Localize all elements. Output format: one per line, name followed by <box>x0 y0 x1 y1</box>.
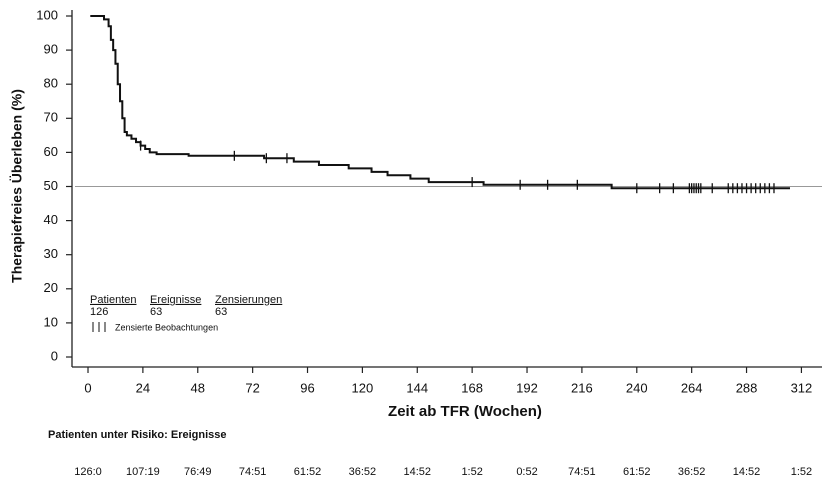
x-tick-label: 144 <box>406 380 428 395</box>
x-tick-label: 192 <box>516 380 538 395</box>
legend-header: Patienten <box>90 294 136 306</box>
y-tick-label: 80 <box>44 76 58 91</box>
x-tick-label: 288 <box>736 380 758 395</box>
x-tick-label: 24 <box>136 380 150 395</box>
legend-value: 63 <box>150 306 162 318</box>
risk-value: 1:52 <box>461 466 482 478</box>
x-axis-label: Zeit ab TFR (Wochen) <box>388 403 542 420</box>
y-tick-label: 100 <box>36 7 58 22</box>
y-tick-label: 40 <box>44 212 58 227</box>
x-tick-label: 48 <box>191 380 205 395</box>
y-tick-label: 90 <box>44 42 58 57</box>
risk-value: 74:51 <box>239 466 267 478</box>
risk-value: 107:19 <box>126 466 160 478</box>
y-tick-label: 50 <box>44 178 58 193</box>
y-tick-label: 10 <box>44 314 58 329</box>
x-tick-label: 120 <box>352 380 374 395</box>
survival-curve <box>90 15 790 190</box>
y-tick-label: 60 <box>44 144 58 159</box>
risk-value: 36:52 <box>349 466 377 478</box>
legend-value: 63 <box>215 306 227 318</box>
x-tick-label: 264 <box>681 380 703 395</box>
x-tick-label: 216 <box>571 380 593 395</box>
legend-header: Zensierungen <box>215 294 282 306</box>
legend-header: Ereignisse <box>150 294 201 306</box>
risk-value: 74:51 <box>568 466 596 478</box>
y-tick-label: 70 <box>44 110 58 125</box>
y-axis-label: Therapiefreies Überleben (%) <box>9 89 25 283</box>
risk-value: 61:52 <box>294 466 322 478</box>
risk-value: 36:52 <box>678 466 706 478</box>
x-tick-label: 168 <box>461 380 483 395</box>
risk-value: 61:52 <box>623 466 651 478</box>
risk-value: 14:52 <box>404 466 432 478</box>
y-tick-label: 20 <box>44 280 58 295</box>
legend-value: 126 <box>90 306 108 318</box>
risk-value: 76:49 <box>184 466 212 478</box>
x-tick-label: 96 <box>300 380 314 395</box>
risk-value: 14:52 <box>733 466 761 478</box>
y-tick-label: 30 <box>44 246 58 261</box>
risk-value: 1:52 <box>791 466 812 478</box>
risk-value: 0:52 <box>516 466 537 478</box>
x-tick-label: 312 <box>791 380 813 395</box>
risk-value: 126:0 <box>74 466 102 478</box>
legend-censor-glyph <box>92 322 106 332</box>
x-tick-label: 72 <box>245 380 259 395</box>
y-tick-label: 0 <box>51 348 58 363</box>
risk-table-title: Patienten unter Risiko: Ereignisse <box>48 429 227 441</box>
x-tick-label: 240 <box>626 380 648 395</box>
legend-censor-label: Zensierte Beobachtungen <box>115 322 218 332</box>
x-tick-label: 0 <box>84 380 91 395</box>
